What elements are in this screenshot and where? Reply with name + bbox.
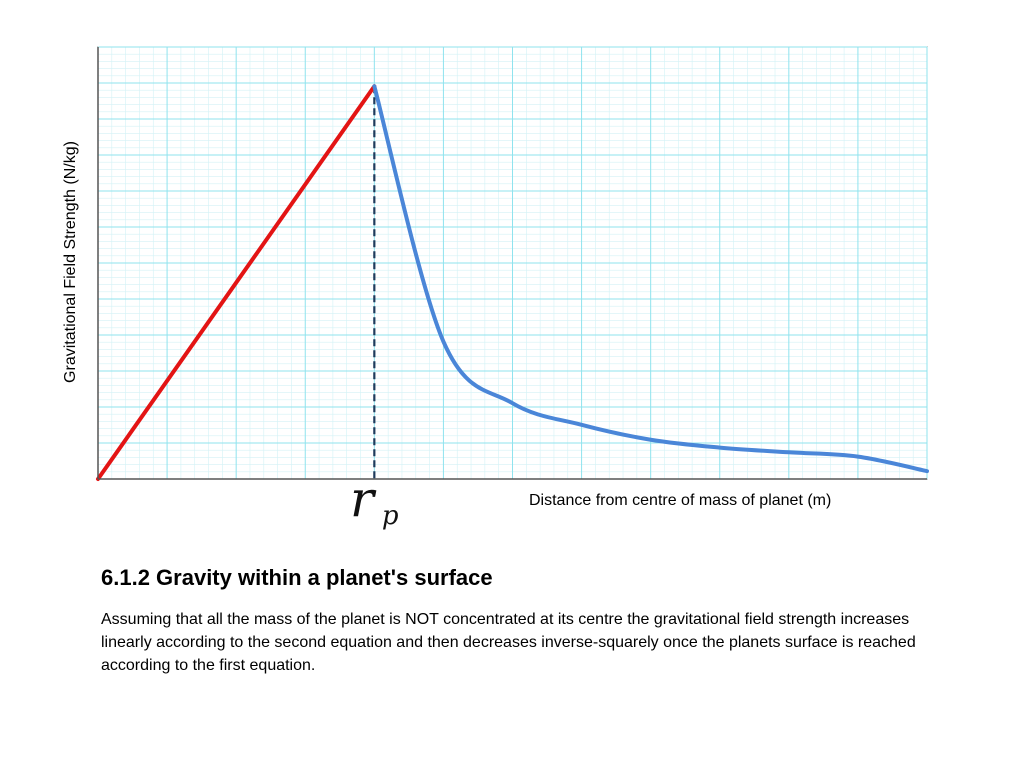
section-heading: 6.1.2 Gravity within a planet's surface xyxy=(101,565,493,590)
series-line-inside-planet xyxy=(96,84,377,481)
chart xyxy=(96,46,929,481)
series-line-outside-planet xyxy=(372,84,929,474)
series-group xyxy=(96,84,929,481)
section-body: Assuming that all the mass of the planet… xyxy=(101,611,916,674)
radius-subscript: p xyxy=(381,501,399,531)
y-axis-label: Gravitational Field Strength (N/kg) xyxy=(62,141,79,383)
x-axis-label: Distance from centre of mass of planet (… xyxy=(529,492,832,509)
radius-symbol: r xyxy=(350,470,374,528)
grid-major xyxy=(97,46,928,480)
